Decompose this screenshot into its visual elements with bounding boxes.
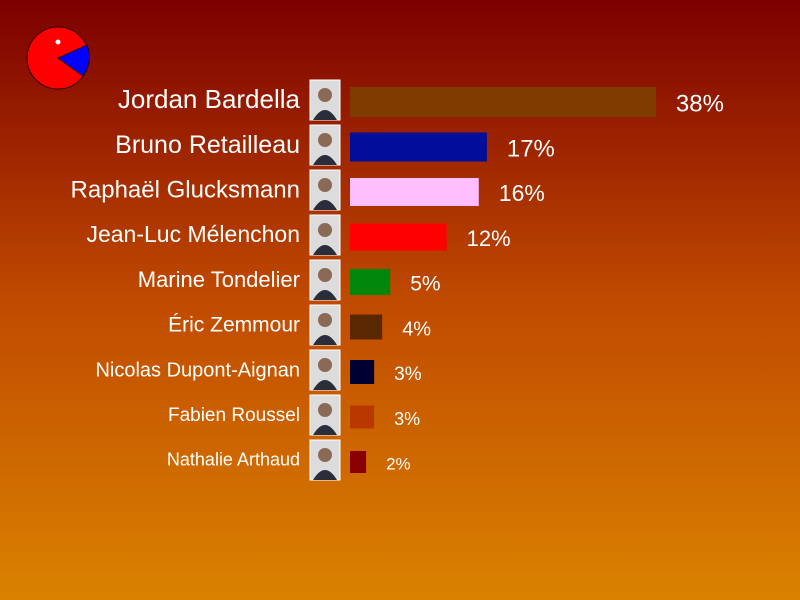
candidate-label: Nicolas Dupont-Aignan [95,359,300,381]
value-label: 5% [410,273,440,296]
bar [350,178,479,206]
pie-chart-logo-icon [26,26,90,90]
value-label: 16% [499,180,545,206]
bar [350,405,375,429]
candidate-label: Nathalie Arthaud [167,450,300,470]
value-label: 3% [394,409,420,429]
candidate-label: Jordan Bardella [118,84,301,114]
candidate-portrait-icon [309,394,341,436]
bar [350,132,487,162]
bar [350,269,391,295]
candidate-label: Fabien Roussel [168,405,300,426]
bar-row: Raphaël Glucksmann 16% [71,169,545,211]
bar-row: Jean-Luc Mélenchon 12% [86,214,511,256]
value-label: 3% [394,364,422,385]
candidate-portrait-icon [309,169,341,211]
candidate-portrait-icon [309,79,341,121]
candidate-label: Raphaël Glucksmann [71,177,300,204]
bar [350,87,656,117]
bar [350,314,383,340]
bar [350,223,447,251]
candidate-label: Marine Tondelier [138,267,300,292]
bar-row: Éric Zemmour 4% [168,304,431,346]
bar-row: Fabien Roussel 3% [168,394,420,436]
candidate-label: Jean-Luc Mélenchon [86,221,300,247]
candidate-portrait-icon [309,439,341,481]
candidate-portrait-icon [309,259,341,301]
bar-row: Nathalie Arthaud 2% [167,439,411,481]
bar-row: Nicolas Dupont-Aignan 3% [95,349,422,391]
value-label: 17% [507,135,555,162]
candidate-portrait-icon [309,124,341,166]
value-label: 2% [386,454,411,473]
bar-row: Marine Tondelier 5% [138,259,441,301]
value-label: 12% [467,226,511,251]
candidate-portrait-icon [309,349,341,391]
bar-row: Bruno Retailleau 17% [115,124,555,166]
bar [350,360,375,384]
candidate-portrait-icon [309,304,341,346]
bar-row: Jordan Bardella 38% [118,79,724,121]
candidate-label: Éric Zemmour [168,314,300,337]
candidate-portrait-icon [309,214,341,256]
value-label: 4% [402,318,431,340]
candidate-label: Bruno Retailleau [115,131,300,159]
value-label: 38% [676,90,724,117]
bar [350,451,367,473]
